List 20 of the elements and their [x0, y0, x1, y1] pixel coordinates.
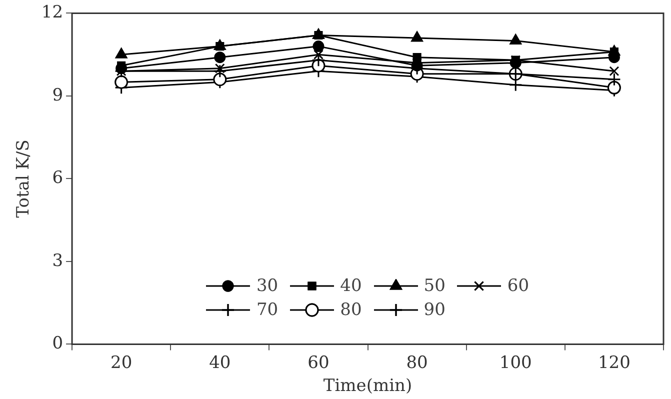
x-tick-label: 60 — [308, 352, 330, 373]
legend-label: 80 — [340, 300, 362, 320]
y-tick-label: 0 — [52, 334, 64, 354]
y-axis-title: Total K/S — [14, 140, 34, 218]
x-tick-label: 40 — [209, 352, 231, 373]
x-tick-label: 100 — [499, 352, 532, 373]
y-tick-label: 6 — [52, 168, 64, 188]
y-tick-label: 3 — [52, 250, 64, 271]
x-tick-label: 20 — [110, 352, 132, 373]
x-axis-title: Time(min) — [323, 376, 412, 396]
legend-label: 60 — [507, 276, 530, 296]
x-tick-label: 80 — [406, 352, 428, 373]
legend-label: 30 — [256, 276, 278, 296]
legend-label: 90 — [424, 300, 446, 320]
y-tick-label: 9 — [52, 85, 64, 106]
legend-label: 70 — [256, 300, 278, 320]
legend-label: 40 — [340, 276, 362, 296]
legend-label: 50 — [424, 276, 446, 296]
x-tick-label: 120 — [598, 352, 630, 373]
y-tick-label: 12 — [41, 2, 64, 23]
